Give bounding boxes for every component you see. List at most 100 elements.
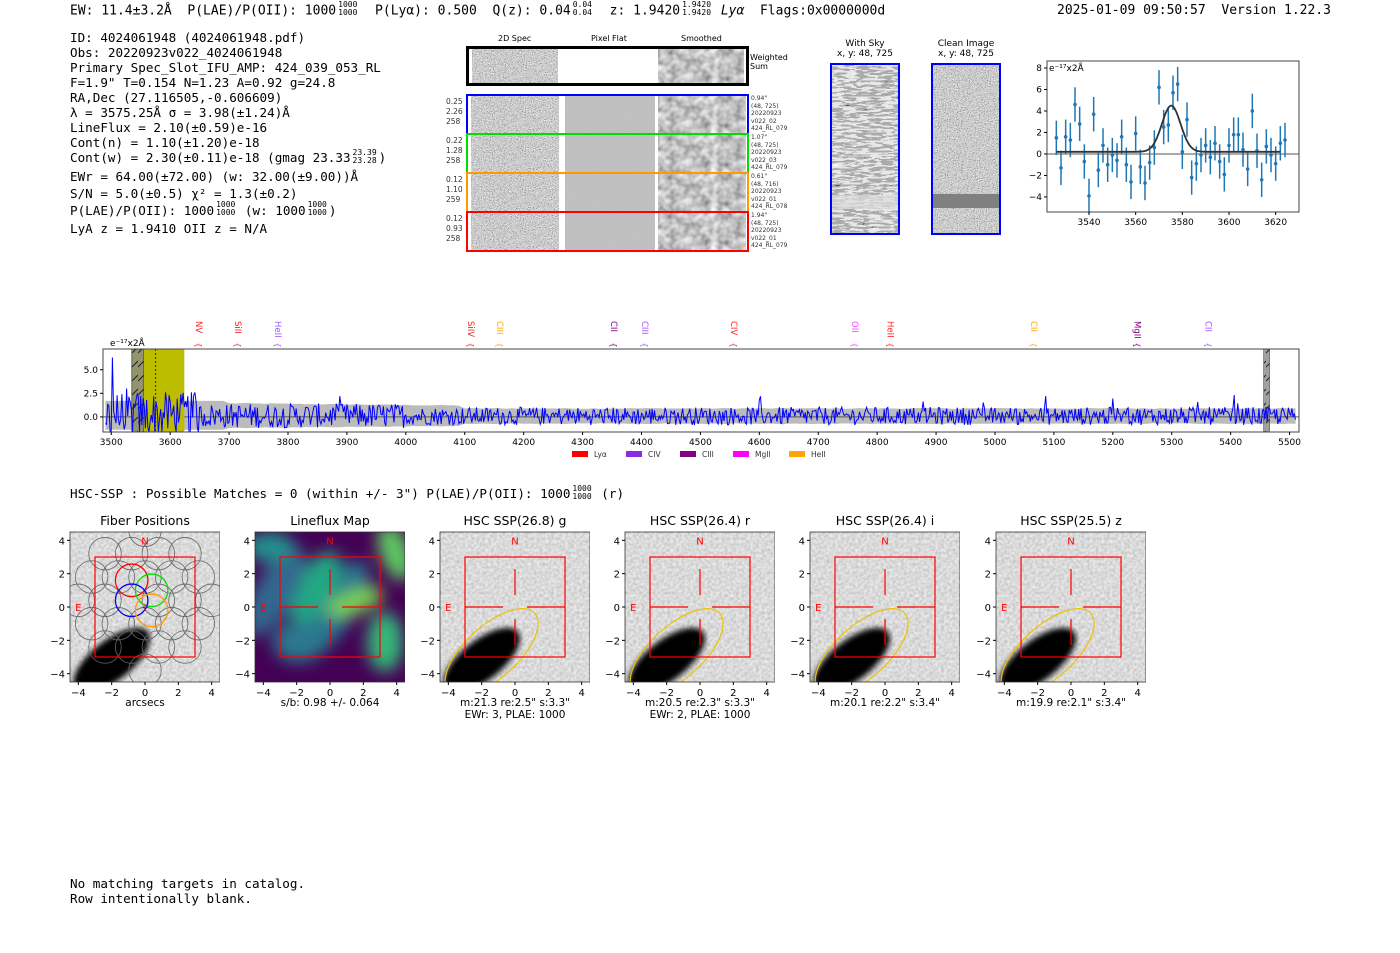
data-point bbox=[1199, 153, 1203, 157]
x-tick-label: 5500 bbox=[1278, 438, 1301, 448]
fiber-highlight bbox=[114, 563, 149, 598]
info-fiber: F=1.9" T=0.154 N=1.23 A=0.92 g=24.8 bbox=[70, 75, 336, 90]
y-tick-label: 0 bbox=[59, 603, 65, 614]
x-tick-label: −2 bbox=[844, 688, 859, 699]
fiber-info-line: 20220923 bbox=[751, 227, 782, 234]
y-tick-label: 4 bbox=[244, 536, 250, 547]
emission-line-label: SiII bbox=[232, 321, 242, 334]
east-label: E bbox=[260, 603, 266, 614]
fiber-circle bbox=[88, 537, 122, 571]
flux-blob bbox=[255, 547, 306, 637]
x-tick-label: 2 bbox=[175, 688, 181, 699]
x-tick-label: −4 bbox=[71, 688, 86, 699]
fiber-info: 1.94" (48, 725) 20220923 v022_01 424_RL_079 bbox=[751, 212, 787, 250]
emission-line-tick: { bbox=[886, 342, 895, 347]
lower: 23.28 bbox=[352, 155, 377, 165]
y-tick-label: 2 bbox=[1036, 128, 1042, 138]
emission-line-tick: { bbox=[194, 342, 203, 347]
emission-line-label: MgII bbox=[1132, 321, 1142, 339]
col-header-pixel-flat: Pixel Flat bbox=[591, 34, 627, 43]
info-sn: S/N = 5.0(±0.5) χ² = 1.3(±0.2) bbox=[70, 185, 298, 201]
data-point bbox=[1096, 168, 1101, 172]
emission-line-marker: HeII { bbox=[885, 321, 895, 348]
search-box bbox=[649, 556, 751, 658]
fiber-circle bbox=[101, 607, 135, 641]
north-label: N bbox=[326, 536, 333, 547]
paren: ) bbox=[378, 150, 387, 165]
data-point bbox=[1171, 90, 1175, 95]
pixel-flat-image bbox=[565, 213, 655, 250]
north-label: N bbox=[881, 536, 888, 547]
y-tick-label: −4 bbox=[976, 670, 991, 681]
fiber-spec-row bbox=[466, 94, 749, 135]
fiber-info-line: 1.07" bbox=[751, 134, 768, 141]
x-tick-label: 3540 bbox=[1078, 218, 1101, 228]
x-tick-label: 4 bbox=[948, 688, 954, 699]
data-point bbox=[1129, 180, 1133, 184]
lower: 1000 bbox=[216, 208, 236, 217]
data-point bbox=[1236, 132, 1241, 137]
data-point bbox=[1105, 162, 1110, 167]
fiber-info-line: v022_03 bbox=[751, 156, 777, 164]
x-tick-label: 3600 bbox=[1218, 218, 1241, 228]
smoothed-image bbox=[658, 49, 744, 83]
emission-line-tick: { bbox=[1029, 342, 1038, 347]
y-tick-label: −4 bbox=[50, 670, 65, 681]
x-tick-label: 4200 bbox=[512, 438, 535, 448]
legend-label: CIV bbox=[648, 450, 661, 459]
stat-value: 258 bbox=[446, 156, 461, 165]
north-label: N bbox=[696, 536, 703, 547]
stat-value: 258 bbox=[446, 117, 461, 126]
legend-item: HeII bbox=[789, 450, 826, 459]
data-point bbox=[1222, 172, 1227, 177]
north-label: N bbox=[1067, 536, 1074, 547]
upper: 1000 bbox=[307, 200, 327, 209]
y-tick-label: −4 bbox=[420, 670, 435, 681]
fiber-info-line: 20220923 bbox=[751, 149, 782, 156]
data-point bbox=[1133, 131, 1138, 136]
fiber-circle bbox=[168, 537, 202, 571]
y-tick-label: −2 bbox=[605, 636, 620, 647]
cutout-image bbox=[625, 532, 775, 682]
y-tick-label: −4 bbox=[1029, 193, 1043, 203]
weighted-sum-label: Weighted Sum bbox=[750, 53, 788, 71]
fiber-circle bbox=[75, 607, 109, 641]
spec-2d-image bbox=[472, 49, 558, 83]
legend-swatch bbox=[626, 451, 642, 457]
x-tick-label: −4 bbox=[997, 688, 1012, 699]
lower: 1.9420 bbox=[682, 8, 712, 17]
cutout-title: HSC SSP(26.8) g bbox=[463, 513, 567, 528]
y-tick-label: 2 bbox=[985, 570, 991, 581]
x-tick-label: −4 bbox=[811, 688, 826, 699]
flux-blob bbox=[255, 532, 295, 562]
data-point bbox=[1250, 109, 1255, 113]
header-plae-range: 1000 1000 bbox=[338, 1, 357, 17]
cutout-caption2: EWr: 2, PLAE: 1000 bbox=[649, 709, 751, 721]
y-tick-label: 2 bbox=[429, 570, 435, 581]
fiber-highlight bbox=[134, 573, 169, 608]
fiber-stats: 0.22 1.28 258 bbox=[446, 136, 463, 166]
data-point bbox=[1138, 165, 1143, 169]
info-radec: RA,Dec (27.116505,-0.606609) bbox=[70, 90, 283, 105]
x-tick-label: 5400 bbox=[1219, 438, 1242, 448]
emission-line-marker: CIV { bbox=[728, 321, 738, 348]
info-lineflux: LineFlux = 2.10(±0.59)e-16 bbox=[70, 120, 268, 135]
fiber-info-line: (48, 716) bbox=[751, 180, 779, 188]
legend-label: MgII bbox=[755, 450, 771, 459]
cutout-image bbox=[255, 532, 405, 682]
data-point bbox=[1101, 143, 1105, 148]
title: With Sky bbox=[845, 39, 885, 49]
cutout-title: Fiber Positions bbox=[100, 513, 190, 528]
x-tick-label: 0 bbox=[142, 688, 148, 699]
info-z: LyA z = 1.9410 OII z = N/A bbox=[70, 221, 268, 236]
fiber-info-line: 424_RL_079 bbox=[751, 242, 788, 249]
east-label: E bbox=[75, 603, 81, 614]
east-label: E bbox=[445, 603, 451, 614]
fiber-spec-row bbox=[466, 172, 749, 213]
y-unit-label: e⁻¹⁷x2Å bbox=[110, 337, 146, 349]
fiber-info-line: v022_02 bbox=[751, 117, 777, 125]
x-tick-label: 4600 bbox=[748, 438, 771, 448]
emission-line-tick: { bbox=[729, 342, 738, 347]
data-point bbox=[1227, 143, 1231, 148]
fiber-info-line: 20220923 bbox=[751, 188, 782, 195]
